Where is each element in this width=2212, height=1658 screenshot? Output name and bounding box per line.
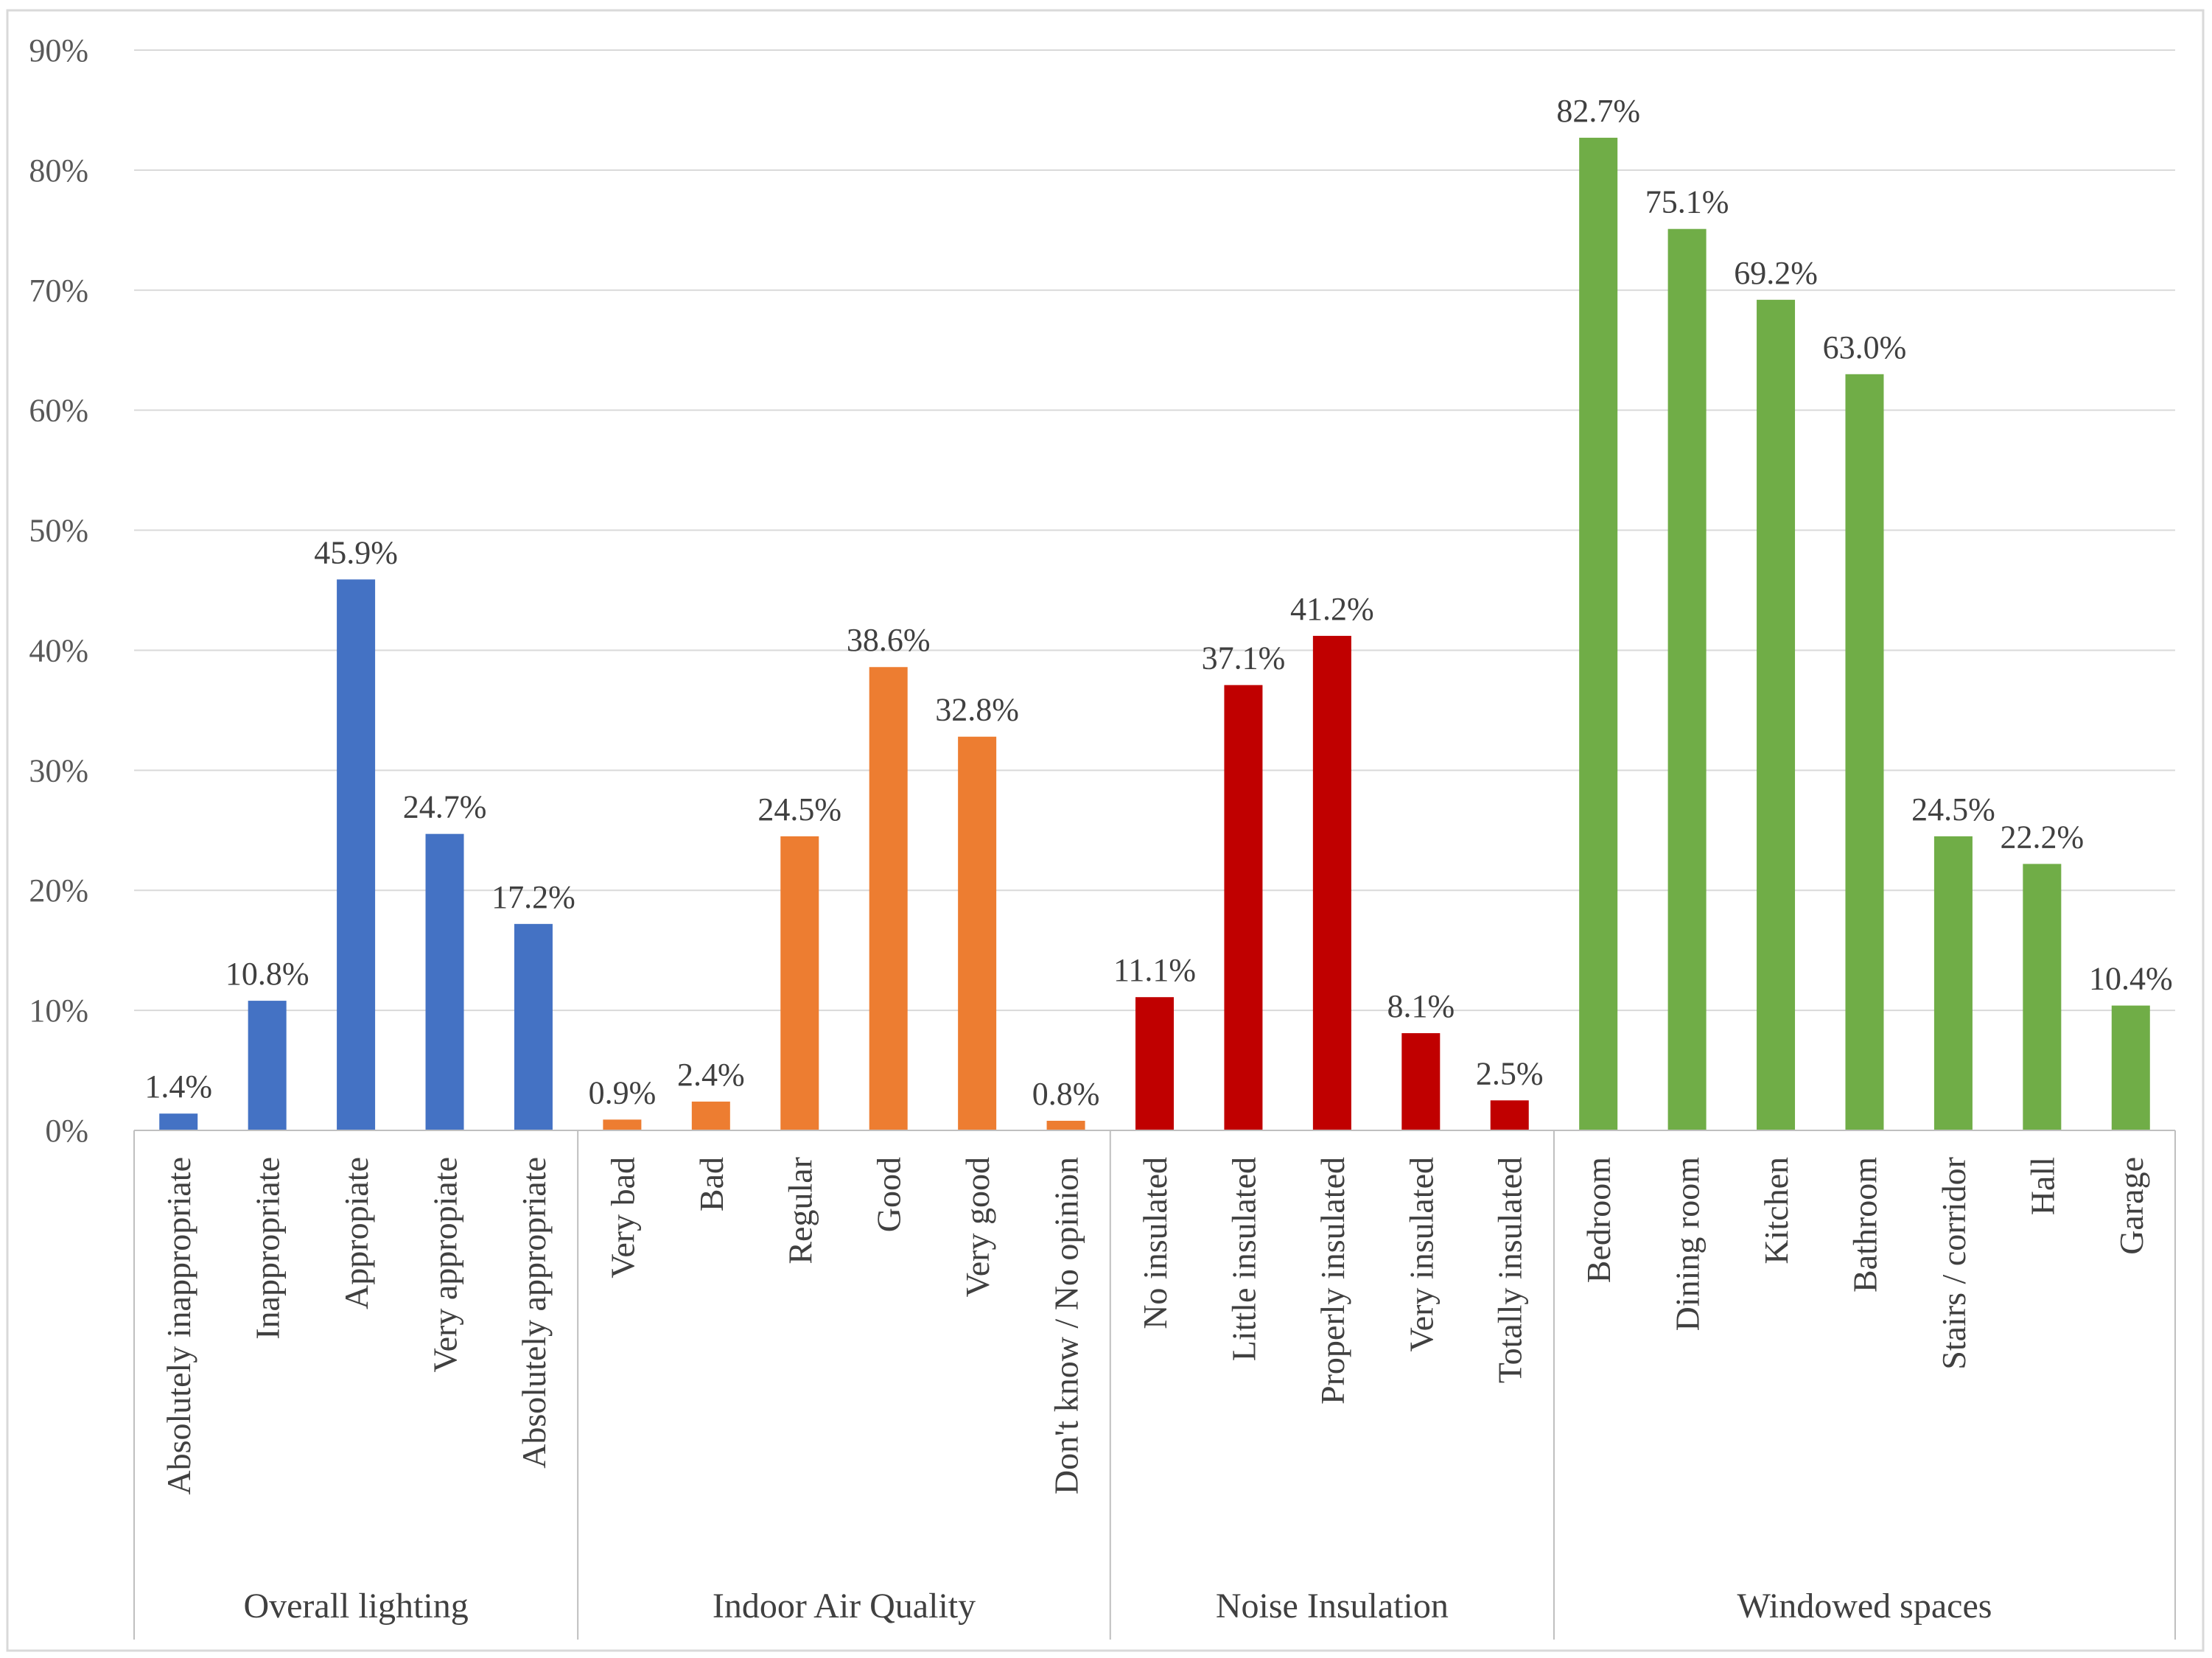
x-category-label: Stairs / corridor (1935, 1157, 1973, 1370)
bar (248, 1001, 287, 1130)
bar (1224, 685, 1263, 1130)
y-tick-label: 70% (29, 273, 88, 309)
bar (514, 923, 553, 1130)
bar (1579, 137, 1618, 1130)
bar (869, 667, 908, 1130)
data-label: 2.5% (1476, 1055, 1544, 1091)
bar (159, 1113, 198, 1130)
data-label: 22.2% (2001, 819, 2085, 855)
x-group-label: Noise Insulation (1216, 1587, 1449, 1626)
gridlines (134, 49, 2175, 1012)
x-category-label: Regular (781, 1157, 819, 1265)
data-labels: 1.4% 10.8% 45.9% 24.7% 17.2% 0.9% 2.4% 24.5% 38.… (144, 93, 2172, 1112)
x-category-label: Bedroom (1580, 1157, 1617, 1283)
bar (691, 1101, 730, 1130)
y-tick-label: 20% (29, 872, 88, 909)
bar (425, 833, 464, 1130)
y-tick-label: 40% (29, 632, 88, 668)
x-category-label: No insulated (1136, 1157, 1174, 1329)
x-category-label: Very bad (603, 1157, 641, 1279)
bar (603, 1119, 642, 1130)
data-label: 2.4% (677, 1057, 745, 1093)
x-category-label: Properly insulated (1314, 1157, 1351, 1405)
bar (780, 836, 819, 1130)
data-label: 63.0% (1823, 329, 1907, 365)
x-axis: Absolutely inappropriate Inappropriate App… (133, 1130, 2176, 1640)
x-group-label: Windowed spaces (1737, 1587, 1992, 1626)
x-category-label: Absolutely inappropriate (160, 1157, 197, 1495)
data-label: 75.1% (1645, 184, 1729, 220)
x-category-label: Bad (693, 1157, 730, 1211)
bar (1845, 374, 1884, 1130)
x-category-label: Hall (2023, 1157, 2061, 1215)
bar (1401, 1033, 1441, 1130)
x-category-label: Garage (2113, 1157, 2150, 1255)
x-category-label: Don't know / No opinion (1048, 1157, 1085, 1494)
data-label: 24.5% (757, 791, 841, 828)
data-label: 38.6% (847, 622, 931, 658)
x-category-label: Very good (959, 1157, 996, 1297)
bar (958, 736, 997, 1130)
bar (1933, 836, 1973, 1130)
data-label: 45.9% (314, 534, 398, 570)
bar (1667, 228, 1707, 1130)
bar (2023, 864, 2062, 1130)
bar (1046, 1120, 1085, 1130)
bar (1312, 635, 1351, 1130)
data-label: 24.7% (403, 789, 487, 825)
data-label: 17.2% (491, 879, 575, 915)
data-label: 69.2% (1734, 255, 1818, 291)
bar (1757, 299, 1796, 1131)
x-category-label: Very insulated (1402, 1157, 1440, 1351)
data-label: 37.1% (1202, 640, 1286, 676)
data-label: 10.4% (2089, 961, 2173, 997)
x-category-label: Little insulated (1225, 1157, 1262, 1361)
bar (1135, 997, 1174, 1130)
data-label: 41.2% (1290, 591, 1374, 627)
data-label: 8.1% (1387, 988, 1455, 1024)
bars (159, 137, 2150, 1131)
y-tick-label: 0% (45, 1113, 88, 1149)
bar (1490, 1100, 1529, 1130)
data-label: 1.4% (144, 1068, 212, 1105)
x-category-label: Totally insulated (1491, 1157, 1529, 1383)
x-category-label: Dining room (1669, 1157, 1707, 1332)
x-category-label: Kitchen (1757, 1157, 1795, 1265)
x-category-label: Absolutely appropriate (515, 1157, 553, 1469)
x-category-label: Inappropriate (249, 1157, 287, 1340)
bar (2111, 1005, 2150, 1130)
bar (337, 579, 376, 1130)
x-group-label: Indoor Air Quality (713, 1587, 976, 1626)
y-tick-label: 30% (29, 752, 88, 788)
data-label: 0.9% (589, 1074, 657, 1110)
x-category-label: Very appropiate (427, 1157, 464, 1373)
y-tick-label: 80% (29, 153, 88, 189)
y-axis-ticks: 0% 10% 20% 30% 40% 50% 60% 70% 80% 90% (29, 32, 88, 1149)
y-tick-label: 50% (29, 513, 88, 549)
y-tick-label: 10% (29, 993, 88, 1029)
data-label: 0.8% (1032, 1076, 1100, 1112)
data-label: 32.8% (935, 692, 1019, 728)
data-label: 24.5% (1911, 791, 1995, 828)
x-category-label: Appropiate (337, 1157, 375, 1309)
y-tick-label: 60% (29, 393, 88, 429)
y-tick-label: 90% (29, 32, 88, 69)
data-label: 82.7% (1556, 93, 1640, 129)
x-group-label: Overall lighting (243, 1587, 468, 1626)
data-label: 11.1% (1113, 952, 1196, 988)
x-category-label: Good (870, 1157, 908, 1232)
data-label: 10.8% (225, 956, 309, 992)
x-category-label: Bathroom (1846, 1157, 1883, 1293)
